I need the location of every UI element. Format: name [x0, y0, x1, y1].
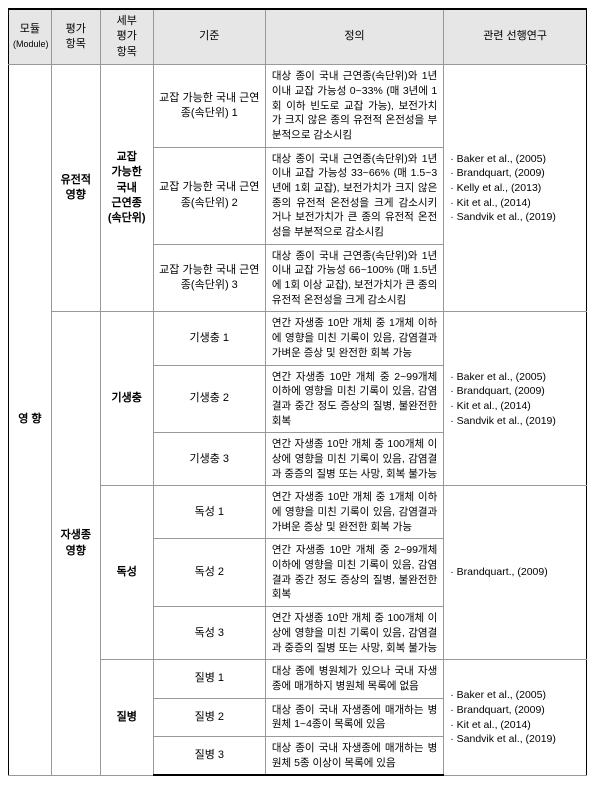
ref-line: · Sandvik et al., (2019): [450, 732, 582, 747]
refs-disease: · Baker et al., (2005) · Brandquart, (20…: [444, 660, 587, 776]
ref-line: · Sandvik et al., (2019): [450, 414, 582, 429]
criteria-text: 기생충 2: [190, 392, 230, 404]
definition-cell: 연간 자생종 10만 개체 중 2~99개체 이하에 영향을 미친 기록이 있음…: [265, 365, 443, 433]
criteria-cell: 독성 1: [153, 486, 265, 539]
col-module: 모듈 (Module): [9, 9, 52, 65]
criteria-cell: 독성 3: [153, 607, 265, 660]
table-row: 영 향 유전적 영향 교잡 가능한 국내 근연종 (속단위) 교잡 가능한 국내…: [9, 65, 587, 147]
col-module-en: (Module): [13, 39, 49, 49]
table-header-row: 모듈 (Module) 평가 항목 세부 평가 항목 기준 정의 관련 선행연구: [9, 9, 587, 65]
criteria-cell: 질병 2: [153, 698, 265, 736]
eval-native: 자생종 영향: [51, 312, 100, 775]
criteria-text: 질병 3: [195, 749, 224, 761]
criteria-cell: 기생충 1: [153, 312, 265, 365]
criteria-cell: 독성 2: [153, 539, 265, 607]
criteria-text: 교잡 가능한 국내 근연종(속단위) 2: [159, 181, 259, 208]
refs-parasite: · Baker et al., (2005) · Brandquart, (20…: [444, 312, 587, 486]
definition-cell: 대상 종이 국내 자생종에 매개하는 병원체 5종 이상이 목록에 있음: [265, 736, 443, 775]
col-module-label: 모듈: [20, 23, 40, 35]
criteria-cell: 질병 1: [153, 660, 265, 698]
definition-cell: 연간 자생종 10만 개체 중 100개체 이상에 영향을 미친 기록이 있음,…: [265, 433, 443, 486]
definition-text: 대상 종이 국내 근연종(속단위)와 1년 이내 교잡 가능성 66~100% …: [272, 250, 437, 306]
definition-text: 대상 종에 병원체가 있으나 국내 자생종에 매개하지 병원체 목록에 없음: [272, 665, 437, 692]
definition-cell: 대상 종이 국내 근연종(속단위)와 1년 이내 교잡 가능성 0~33% (매…: [265, 65, 443, 147]
criteria-cell: 교잡 가능한 국내 근연종(속단위) 3: [153, 244, 265, 312]
ref-line: · Baker et al., (2005): [450, 370, 582, 385]
eval-genetic-text: 유전적 영향: [61, 174, 91, 201]
ref-line: · Brandquart, (2009): [450, 384, 582, 399]
eval-genetic: 유전적 영향: [51, 65, 100, 312]
definition-text: 연간 자생종 10만 개체 중 2~99개체 이하에 영향을 미친 기록이 있음…: [272, 544, 437, 600]
eval-native-text: 자생종 영향: [61, 529, 91, 556]
criteria-text: 독성 1: [195, 506, 224, 518]
definition-cell: 대상 종에 병원체가 있으나 국내 자생종에 매개하지 병원체 목록에 없음: [265, 660, 443, 698]
definition-cell: 대상 종이 국내 자생종에 매개하는 병원체 1~4종이 목록에 있음: [265, 698, 443, 736]
criteria-text: 교잡 가능한 국내 근연종(속단위) 3: [159, 264, 259, 291]
table-row: 자생종 영향 기생충 기생충 1 연간 자생종 10만 개체 중 1개체 이하에…: [9, 312, 587, 365]
criteria-cell: 교잡 가능한 국내 근연종(속단위) 1: [153, 65, 265, 147]
definition-cell: 대상 종이 국내 근연종(속단위)와 1년 이내 교잡 가능성 66~100% …: [265, 244, 443, 312]
col-definition: 정의: [265, 9, 443, 65]
sub-disease: 질병: [100, 660, 153, 776]
ref-line: · Baker et al., (2005): [450, 688, 582, 703]
col-refs-label: 관련 선행연구: [483, 30, 547, 42]
sub-cross-text: 교잡 가능한 국내 근연종 (속단위): [108, 151, 146, 225]
definition-text: 연간 자생종 10만 개체 중 100개체 이상에 영향을 미친 기록이 있음,…: [272, 612, 437, 653]
sub-toxicity-text: 독성: [117, 566, 137, 578]
ref-line: · Kit et al., (2014): [450, 399, 582, 414]
definition-cell: 연간 자생종 10만 개체 중 2~99개체 이하에 영향을 미친 기록이 있음…: [265, 539, 443, 607]
criteria-text: 질병 2: [195, 711, 224, 723]
col-eval: 평가 항목: [51, 9, 100, 65]
ref-line: · Kelly et al., (2013): [450, 181, 582, 196]
col-subeval: 세부 평가 항목: [100, 9, 153, 65]
criteria-cell: 교잡 가능한 국내 근연종(속단위) 2: [153, 147, 265, 244]
definition-cell: 연간 자생종 10만 개체 중 1개체 이하에 영향을 미친 기록이 있음, 감…: [265, 486, 443, 539]
ref-line: · Sandvik et al., (2019): [450, 210, 582, 225]
definition-cell: 대상 종이 국내 근연종(속단위)와 1년 이내 교잡 가능성 33~66% (…: [265, 147, 443, 244]
definition-text: 대상 종이 국내 자생종에 매개하는 병원체 1~4종이 목록에 있음: [272, 704, 437, 731]
criteria-text: 기생충 1: [190, 332, 230, 344]
sub-cross: 교잡 가능한 국내 근연종 (속단위): [100, 65, 153, 312]
col-subeval-label: 세부 평가 항목: [117, 15, 137, 58]
sub-disease-text: 질병: [117, 711, 137, 723]
definition-text: 연간 자생종 10만 개체 중 1개체 이하에 영향을 미친 기록이 있음, 감…: [272, 317, 437, 358]
definition-text: 연간 자생종 10만 개체 중 2~99개체 이하에 영향을 미친 기록이 있음…: [272, 371, 437, 427]
criteria-text: 질병 1: [195, 672, 224, 684]
definition-text: 연간 자생종 10만 개체 중 100개체 이상에 영향을 미친 기록이 있음,…: [272, 438, 437, 479]
sub-parasite: 기생충: [100, 312, 153, 486]
criteria-cell: 질병 3: [153, 736, 265, 775]
criteria-cell: 기생충 3: [153, 433, 265, 486]
col-criteria-label: 기준: [199, 30, 219, 42]
criteria-text: 독성 3: [195, 627, 224, 639]
definition-cell: 연간 자생종 10만 개체 중 100개체 이상에 영향을 미친 기록이 있음,…: [265, 607, 443, 660]
col-definition-label: 정의: [344, 30, 364, 42]
ref-line: · Baker et al., (2005): [450, 152, 582, 167]
refs-toxicity: · Brandquart., (2009): [444, 486, 587, 660]
definition-text: 대상 종이 국내 근연종(속단위)와 1년 이내 교잡 가능성 33~66% (…: [272, 153, 437, 238]
refs-genetic: · Baker et al., (2005) · Brandquart, (20…: [444, 65, 587, 312]
criteria-text: 기생충 3: [190, 453, 230, 465]
criteria-text: 교잡 가능한 국내 근연종(속단위) 1: [159, 92, 259, 119]
col-criteria: 기준: [153, 9, 265, 65]
sub-toxicity: 독성: [100, 486, 153, 660]
definition-text: 연간 자생종 10만 개체 중 1개체 이하에 영향을 미친 기록이 있음, 감…: [272, 491, 437, 532]
module-text: 영 향: [18, 413, 41, 425]
module-cell: 영 향: [9, 65, 52, 776]
ref-line: · Brandquart, (2009): [450, 166, 582, 181]
criteria-text: 독성 2: [195, 566, 224, 578]
ref-line: · Kit et al., (2014): [450, 718, 582, 733]
ref-line: · Kit et al., (2014): [450, 196, 582, 211]
ref-line: · Brandquart., (2009): [450, 565, 582, 580]
col-refs: 관련 선행연구: [444, 9, 587, 65]
criteria-cell: 기생충 2: [153, 365, 265, 433]
sub-parasite-text: 기생충: [112, 392, 142, 404]
col-eval-label: 평가 항목: [66, 23, 86, 50]
ref-line: · Brandquart, (2009): [450, 703, 582, 718]
evaluation-table: 모듈 (Module) 평가 항목 세부 평가 항목 기준 정의 관련 선행연구…: [8, 8, 587, 776]
definition-cell: 연간 자생종 10만 개체 중 1개체 이하에 영향을 미친 기록이 있음, 감…: [265, 312, 443, 365]
definition-text: 대상 종이 국내 근연종(속단위)와 1년 이내 교잡 가능성 0~33% (매…: [272, 70, 437, 141]
definition-text: 대상 종이 국내 자생종에 매개하는 병원체 5종 이상이 목록에 있음: [272, 742, 437, 769]
